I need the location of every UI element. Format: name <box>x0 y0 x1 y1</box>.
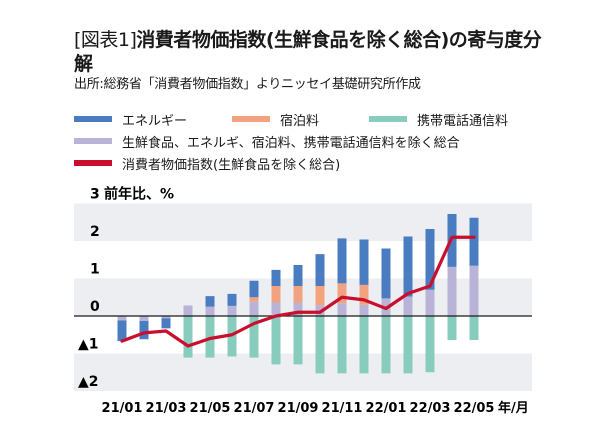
y-axis-title: 前年比、% <box>104 186 174 203</box>
bar-segment <box>271 316 281 365</box>
bar-segment <box>315 254 325 286</box>
bar-segment <box>249 316 259 358</box>
bar-segment <box>293 286 303 303</box>
legend-label-mobile: 携帯電話通信料 <box>417 113 509 129</box>
bar-segment <box>249 280 259 298</box>
chart-title: [図表1]消費者物価指数(生鮮食品を除く総合)の寄与度分解 <box>74 28 544 76</box>
bar-segment <box>183 305 193 316</box>
grid-band <box>74 203 532 241</box>
y-tick-label: 2 <box>90 224 100 240</box>
x-tick-label: 21/09 <box>278 401 319 416</box>
bar-segment <box>293 316 303 365</box>
legend-label-energy: エネルギー <box>122 113 188 129</box>
bar-segment <box>359 304 369 316</box>
legend-label-core-ex: 生鮮食品、エネルギ、宿泊料、携帯電話通信料を除く総合 <box>122 135 460 151</box>
legend-row-1: エネルギー 宿泊料 携帯電話通信料 <box>74 110 544 129</box>
bar-segment <box>447 266 457 316</box>
bar-segment <box>139 316 149 321</box>
bar-segment <box>293 265 303 286</box>
legend-swatch-energy <box>74 116 112 122</box>
bar-segment <box>403 236 413 297</box>
bar-segment <box>425 289 435 316</box>
bar-segment <box>271 269 281 286</box>
bar-segment <box>359 284 369 305</box>
bar-segment <box>359 239 369 285</box>
bar-segment <box>469 316 479 340</box>
bar-segment <box>381 316 391 374</box>
y-tick-label: ▲1 <box>78 337 99 353</box>
title-prefix: [図表1] <box>74 29 137 51</box>
x-tick-label: 21/11 <box>322 401 363 416</box>
bar-segment <box>139 320 149 340</box>
bar-segment <box>447 316 457 340</box>
legend-label-cpi: 消費者物価指数(生鮮食品を除く総合) <box>122 157 341 173</box>
y-tick-label: ▲2 <box>78 374 99 390</box>
x-tick-label: 21/01 <box>102 401 143 416</box>
bar-segment <box>227 293 237 306</box>
legend-item-energy: エネルギー <box>74 110 188 129</box>
x-tick-label: 21/07 <box>234 401 275 416</box>
bar-segment <box>271 302 281 316</box>
y-tick-label: 1 <box>90 262 100 278</box>
bar-segment <box>425 316 435 373</box>
x-tick-label: 22/03 <box>410 401 451 416</box>
source-note: 出所:総務省「消費者物価指数」よりニッセイ基礎研究所作成 <box>74 77 421 92</box>
legend-swatch-accommodation <box>232 116 270 122</box>
bar-segment <box>227 305 237 316</box>
bar-segment <box>337 238 347 284</box>
x-tick-label: 22/05 <box>454 401 495 416</box>
bar-segment <box>249 297 259 302</box>
legend-label-accommodation: 宿泊料 <box>280 113 320 129</box>
x-axis-title: 年/月 <box>498 400 529 416</box>
x-tick-label: 22/01 <box>366 401 407 416</box>
bar-segment <box>161 316 171 319</box>
y-tick-label: 0 <box>90 299 100 315</box>
bar-segment <box>469 265 479 316</box>
bar-segment <box>183 316 193 358</box>
x-tick-label: 21/03 <box>146 401 187 416</box>
bar-segment <box>337 316 347 374</box>
bar-segment <box>337 283 347 304</box>
legend-swatch-cpi <box>74 160 112 166</box>
bar-segment <box>337 303 347 316</box>
legend-item-accommodation: 宿泊料 <box>232 110 320 129</box>
bar-segment <box>403 296 413 316</box>
bar-segment <box>117 320 127 342</box>
grid-band <box>74 353 532 391</box>
grid-bands <box>74 203 532 391</box>
legend-item-mobile: 携帯電話通信料 <box>369 110 509 129</box>
bars <box>117 214 479 374</box>
legend-row-3: 消費者物価指数(生鮮食品を除く総合) <box>74 154 341 173</box>
legend-swatch-mobile <box>369 116 407 122</box>
x-axis-labels: 21/01 21/03 21/05 21/07 21/09 21/11 22/01 22/03… <box>102 401 495 416</box>
bar-segment <box>205 296 215 307</box>
bar-segment <box>249 301 259 316</box>
grid-band <box>74 278 532 316</box>
bar-segment <box>315 286 325 306</box>
bar-segment <box>161 318 171 329</box>
y-tick-label: 3 <box>90 187 100 203</box>
legend-swatch-core-ex <box>74 138 112 144</box>
bar-segment <box>293 302 303 316</box>
legend-row-2: 生鮮食品、エネルギ、宿泊料、携帯電話通信料を除く総合 <box>74 132 460 151</box>
bar-segment <box>469 217 479 266</box>
bar-segment <box>315 316 325 374</box>
bar-segment <box>205 306 215 316</box>
bar-segment <box>425 229 435 290</box>
cpi-line-layer <box>120 235 476 348</box>
bar-segment <box>205 316 215 358</box>
bar-segment <box>271 286 281 303</box>
bar-segment <box>381 248 391 299</box>
x-tick-label: 21/05 <box>190 401 231 416</box>
title-main: 消費者物価指数(生鮮食品を除く総合)の寄与度分解 <box>74 29 542 75</box>
bar-segment <box>359 316 369 374</box>
bar-segment <box>403 316 413 374</box>
bar-segment <box>117 316 127 321</box>
y-axis-labels: 3 2 1 0 ▲1 ▲2 <box>78 187 100 391</box>
